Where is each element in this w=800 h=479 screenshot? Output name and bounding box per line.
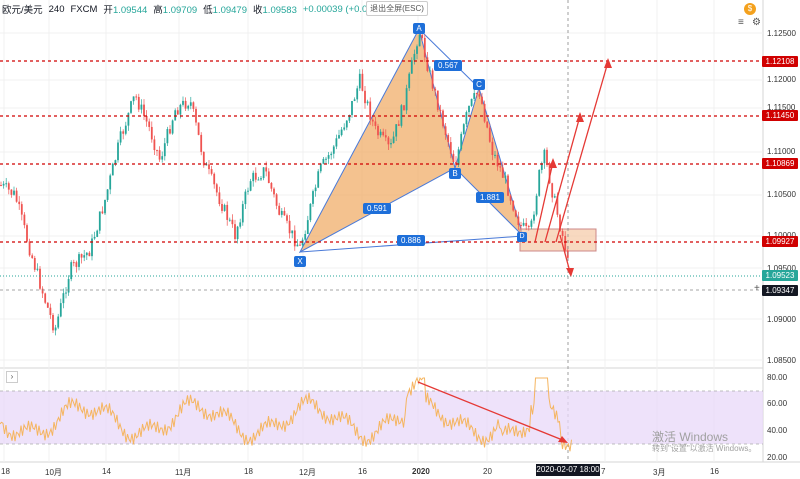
menu-icon[interactable]: ≡ — [738, 17, 744, 28]
price-axis-5: 1.10500 — [767, 190, 796, 199]
activate-windows-title: 激活 Windows — [652, 430, 729, 444]
rsi-axis-60: 60.00 — [767, 399, 788, 408]
collapse-icon[interactable]: › — [6, 371, 18, 383]
time-tick-3: 14 — [102, 467, 111, 476]
time-tick-6: 12月 — [299, 468, 316, 477]
low-label: 低 — [203, 5, 213, 16]
ratio-ab-label: 0.591 — [363, 203, 391, 214]
open-value: 1.09544 — [112, 5, 148, 16]
time-tick-8: 2020 — [412, 467, 430, 476]
rsi-axis-20: 20.00 — [767, 453, 788, 462]
ratio-cd-label: 1.881 — [476, 192, 504, 203]
time-tick-5: 18 — [244, 467, 253, 476]
level-4-label: 1.09927 — [762, 236, 798, 247]
symbol-legend: 欧元/美元 240 FXCM 开1.09544 高1.09709 低1.0947… — [2, 1, 384, 17]
rsi-axis-40: 40.00 — [767, 426, 788, 435]
open-label: 开 — [103, 5, 113, 16]
ratio-bc-label: 0.567 — [434, 60, 462, 71]
crosshair-date-badge: 2020-02-07 18:00 — [536, 464, 600, 476]
point-d-badge: D — [517, 232, 527, 242]
level-2-label: 1.11450 — [762, 110, 798, 121]
price-axis-4: 1.11000 — [767, 147, 796, 156]
point-x-badge: X — [294, 256, 306, 267]
price-axis-1: 1.12500 — [767, 29, 796, 38]
data-source: FXCM — [70, 3, 98, 15]
ratio-xd-label: 0.886 — [397, 235, 425, 246]
symbol-name[interactable]: 欧元/美元 — [2, 5, 43, 16]
rsi-axis-80: 80.00 — [767, 373, 788, 382]
time-tick-11: 3月 — [653, 468, 666, 477]
change-value: +0.00039 (+0.04%) — [302, 3, 385, 15]
time-tick-10: 7 — [601, 467, 606, 476]
point-a-badge: A — [413, 23, 425, 34]
close-label: 收 — [253, 5, 263, 16]
crosshair-price-label: 1.09347 — [762, 285, 798, 296]
settings-icon[interactable]: ⚙ — [752, 17, 761, 28]
price-axis-2: 1.12000 — [767, 75, 796, 84]
prz-box — [519, 228, 597, 252]
time-tick-12: 16 — [710, 467, 719, 476]
price-axis-9: 1.08500 — [767, 356, 796, 365]
price-axis-8: 1.09000 — [767, 315, 796, 324]
high-label: 高 — [153, 5, 163, 16]
crosshair-icon[interactable]: + — [754, 283, 760, 294]
price-axis-6: 1.10000 — [767, 231, 796, 240]
low-value: 1.09479 — [212, 5, 247, 16]
point-b-badge: B — [449, 168, 461, 179]
time-tick-4: 11月 — [175, 468, 192, 477]
price-axis-7: 1.09500 — [767, 264, 796, 273]
level-3-label: 1.10869 — [762, 158, 798, 169]
close-value: 1.09583 — [262, 5, 297, 16]
time-tick-7: 16 — [358, 467, 367, 476]
high-value: 1.09709 — [162, 5, 198, 16]
current-price-label: 1.09523 — [762, 270, 798, 281]
time-tick-2: 10月 — [45, 468, 62, 477]
time-tick-9: 20 — [483, 467, 492, 476]
exit-fullscreen-hint[interactable]: 退出全屏(ESC) — [366, 1, 428, 16]
activate-windows-subtitle: 转到"设置"以激活 Windows。 — [652, 444, 757, 453]
point-c-badge: C — [473, 79, 485, 90]
currency-icon[interactable]: $ — [744, 3, 756, 15]
level-1-label: 1.12108 — [762, 56, 798, 67]
price-axis-3: 1.11500 — [767, 103, 796, 112]
rsi-line — [0, 376, 572, 452]
time-tick-1: 18 — [1, 467, 10, 476]
interval[interactable]: 240 — [48, 3, 65, 15]
